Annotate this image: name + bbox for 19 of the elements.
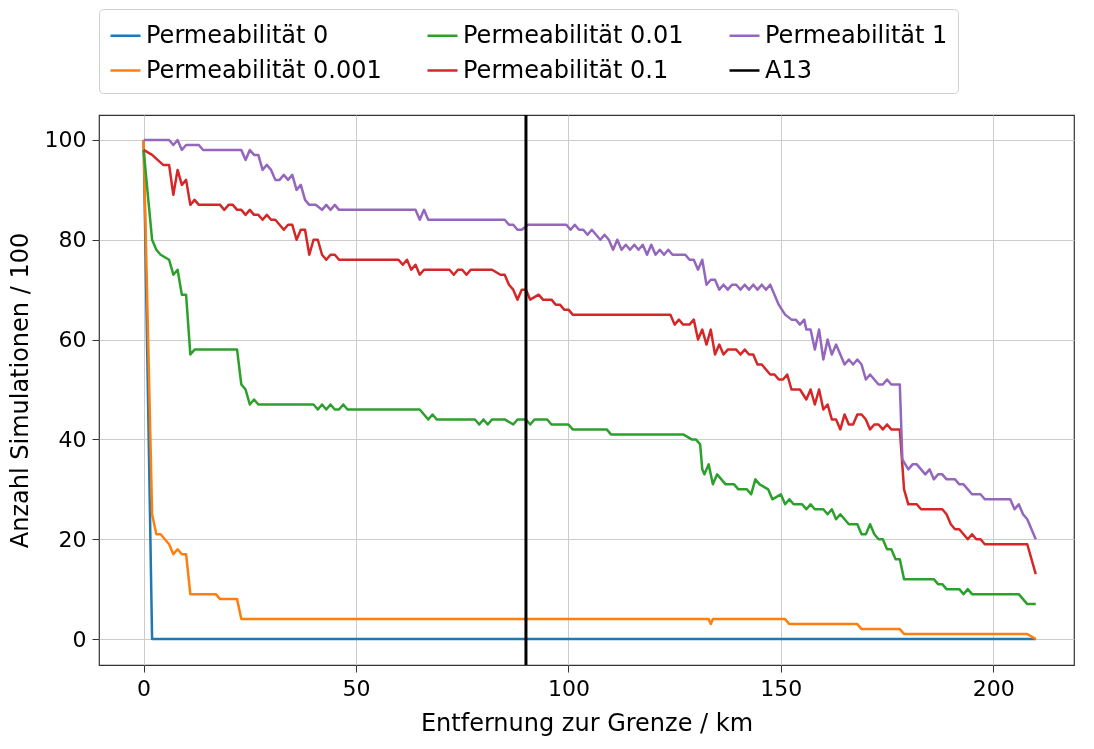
x-tick-label: 50 xyxy=(342,675,371,701)
x-axis-title: Entfernung zur Grenze / km xyxy=(420,708,754,737)
x-tick-label: 150 xyxy=(760,675,803,701)
y-axis-title: Anzahl Simulationen / 100 xyxy=(5,232,34,549)
x-tick-label: 0 xyxy=(137,675,152,701)
y-tick-label: 0 xyxy=(72,626,87,652)
y-tick-label: 40 xyxy=(58,426,87,452)
x-tick-label: 100 xyxy=(547,675,590,701)
legend-label: Permeabilität 0.01 xyxy=(463,20,684,49)
y-tick-label: 60 xyxy=(58,327,87,353)
legend-label: Permeabilität 1 xyxy=(765,20,948,49)
legend-label: Permeabilität 0.1 xyxy=(463,55,669,84)
y-tick-label: 20 xyxy=(58,526,87,552)
y-tick-label: 80 xyxy=(58,227,87,253)
legend-label: A13 xyxy=(765,55,812,84)
x-tick-label: 200 xyxy=(972,675,1015,701)
legend-label: Permeabilität 0.001 xyxy=(146,55,382,84)
y-tick-label: 100 xyxy=(44,127,87,153)
legend-label: Permeabilität 0 xyxy=(146,20,329,49)
